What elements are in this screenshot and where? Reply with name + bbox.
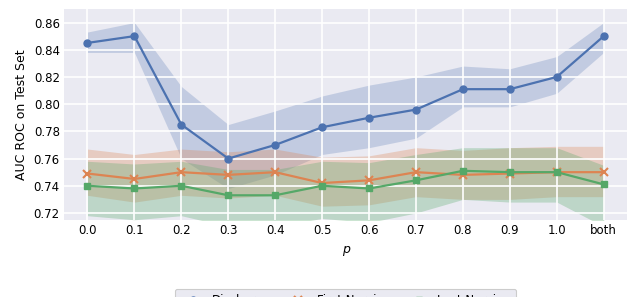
Line: Discharge: Discharge — [84, 33, 607, 162]
First Nursing — [412, 170, 420, 174]
Last Nursing — [600, 183, 607, 186]
Y-axis label: AUC ROC on Test Set: AUC ROC on Test Set — [15, 49, 28, 180]
Discharge — [412, 108, 420, 111]
Discharge — [459, 87, 467, 91]
First Nursing — [365, 178, 373, 182]
Discharge — [365, 116, 373, 119]
Last Nursing — [506, 170, 514, 174]
Legend: Discharge, First Nursing, Last Nursing: Discharge, First Nursing, Last Nursing — [175, 289, 516, 297]
Line: Last Nursing: Last Nursing — [84, 168, 607, 198]
Last Nursing — [318, 184, 326, 187]
First Nursing — [600, 170, 607, 174]
Discharge — [271, 143, 279, 147]
First Nursing — [177, 170, 185, 174]
Last Nursing — [225, 194, 232, 197]
Last Nursing — [412, 178, 420, 182]
First Nursing — [271, 170, 279, 174]
Last Nursing — [459, 169, 467, 173]
Last Nursing — [365, 187, 373, 190]
Discharge — [553, 75, 561, 79]
Discharge — [225, 157, 232, 160]
Discharge — [177, 123, 185, 126]
First Nursing — [318, 181, 326, 185]
First Nursing — [131, 177, 138, 181]
First Nursing — [459, 173, 467, 177]
Discharge — [131, 34, 138, 38]
Last Nursing — [131, 187, 138, 190]
Discharge — [84, 41, 92, 45]
Last Nursing — [177, 184, 185, 187]
Line: First Nursing: First Nursing — [83, 168, 608, 187]
Discharge — [506, 87, 514, 91]
X-axis label: p: p — [342, 243, 349, 255]
First Nursing — [84, 172, 92, 175]
Discharge — [318, 126, 326, 129]
Last Nursing — [271, 194, 279, 197]
Last Nursing — [553, 170, 561, 174]
Last Nursing — [84, 184, 92, 187]
First Nursing — [506, 172, 514, 175]
First Nursing — [225, 173, 232, 177]
First Nursing — [553, 170, 561, 174]
Discharge — [600, 34, 607, 38]
